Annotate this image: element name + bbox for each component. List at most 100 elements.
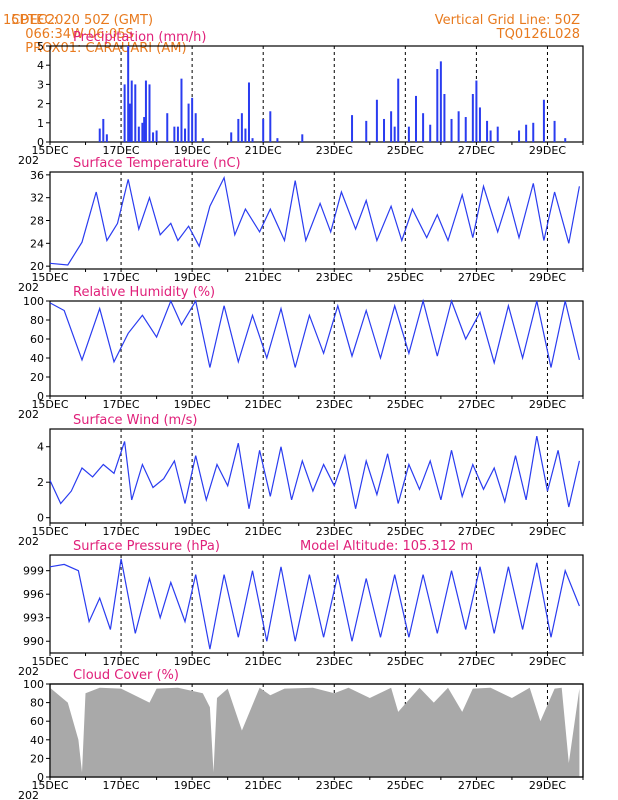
- x-year-label: 202: [18, 789, 39, 800]
- x-tick-label: 25DEC: [387, 398, 424, 411]
- precip-bar: [375, 99, 378, 142]
- precip-bar: [251, 138, 254, 142]
- x-tick-label: 19DEC: [174, 525, 211, 538]
- y-tick-label: 60: [30, 333, 44, 346]
- precip-bar: [414, 95, 417, 142]
- x-tick-label: 15DEC: [31, 779, 68, 792]
- panel-1: [46, 45, 584, 145]
- panel-frame: [49, 300, 584, 397]
- precip-bar: [230, 132, 233, 142]
- precip-bar: [518, 130, 521, 142]
- precip-bar: [191, 97, 194, 142]
- precip-bar: [247, 82, 250, 142]
- precip-bar: [532, 122, 535, 142]
- x-tick-label: 21DEC: [245, 144, 282, 157]
- series-line: [49, 175, 580, 266]
- panel-4: [46, 428, 584, 526]
- precip-bar: [489, 130, 492, 142]
- precip-bar: [457, 111, 460, 142]
- precip-bar: [439, 61, 442, 142]
- precip-bar: [478, 107, 481, 142]
- x-tick-label: 17DEC: [103, 525, 140, 538]
- precip-bar: [143, 117, 146, 142]
- panel-6: [46, 683, 584, 780]
- x-tick-label: 21DEC: [245, 525, 282, 538]
- precip-bar: [365, 120, 368, 142]
- y-tick-label: 60: [30, 715, 44, 728]
- precip-bar: [436, 69, 439, 142]
- y-tick-label: 100: [23, 678, 44, 691]
- x-tick-label: 27DEC: [458, 271, 495, 284]
- x-tick-label: 23DEC: [316, 655, 353, 668]
- precip-bar: [237, 118, 240, 142]
- precip-bar: [429, 124, 432, 142]
- y-tick-label: 80: [30, 697, 44, 710]
- y-tick-label: 1: [37, 117, 44, 130]
- precip-bar: [173, 126, 176, 142]
- y-tick-label: 5: [37, 40, 44, 53]
- precip-bar: [180, 78, 183, 142]
- y-tick-label: 996: [23, 588, 44, 601]
- y-tick-label: 32: [30, 192, 44, 205]
- panel-2: [46, 171, 584, 272]
- precip-bar: [269, 111, 272, 142]
- x-tick-label: 23DEC: [316, 398, 353, 411]
- y-tick-label: 0: [37, 512, 44, 525]
- x-tick-label: 17DEC: [103, 271, 140, 284]
- y-tick-label: 20: [30, 752, 44, 765]
- x-tick-label: 17DEC: [103, 779, 140, 792]
- y-tick-label: 2: [37, 98, 44, 111]
- precip-bar: [383, 118, 386, 142]
- precip-bar: [105, 134, 108, 142]
- panel-title: Surface Temperature (nC): [73, 156, 241, 171]
- x-tick-label: 19DEC: [174, 655, 211, 668]
- precip-bar: [486, 120, 489, 142]
- x-tick-label: 29DEC: [529, 398, 566, 411]
- precip-bar: [98, 128, 101, 142]
- precip-bar: [525, 124, 528, 142]
- y-tick-label: 999: [23, 565, 44, 578]
- y-tick-label: 80: [30, 314, 44, 327]
- y-tick-label: 28: [30, 215, 44, 228]
- precip-bar: [137, 126, 140, 142]
- precip-bar: [194, 113, 197, 142]
- precip-bar: [471, 94, 474, 142]
- precip-bar: [407, 126, 410, 142]
- x-tick-label: 15DEC: [31, 655, 68, 668]
- x-tick-label: 23DEC: [316, 144, 353, 157]
- panel-frame: [49, 428, 584, 524]
- precip-bar: [301, 134, 304, 142]
- x-tick-label: 15DEC: [31, 144, 68, 157]
- x-tick-label: 29DEC: [529, 779, 566, 792]
- x-tick-label: 19DEC: [174, 779, 211, 792]
- precip-bar: [397, 78, 400, 142]
- header-init-time: 15DEC2020 50Z (GMT): [3, 13, 154, 28]
- precip-bar: [176, 126, 179, 142]
- x-tick-label: 25DEC: [387, 271, 424, 284]
- x-tick-label: 25DEC: [387, 779, 424, 792]
- x-tick-label: 15DEC: [31, 525, 68, 538]
- precip-bar: [542, 99, 545, 142]
- x-year-label: 202: [18, 154, 39, 167]
- y-tick-label: 24: [30, 237, 44, 250]
- x-tick-label: 21DEC: [245, 779, 282, 792]
- precip-bar: [127, 46, 130, 142]
- precip-bar: [130, 80, 133, 142]
- x-year-label: 202: [18, 535, 39, 548]
- x-tick-label: 23DEC: [316, 271, 353, 284]
- x-tick-label: 15DEC: [31, 271, 68, 284]
- header-left-line1: CPTEC: 066:34W-06:05S PROX01: CARAUARI (…: [3, 0, 186, 56]
- panel-title: Relative Humidity (%): [73, 285, 215, 300]
- precip-bar: [141, 122, 144, 142]
- y-tick-label: 990: [23, 635, 44, 648]
- x-tick-label: 27DEC: [458, 779, 495, 792]
- x-tick-label: 17DEC: [103, 398, 140, 411]
- precip-bar: [240, 113, 243, 142]
- y-tick-label: 0: [37, 771, 44, 784]
- precip-bar: [390, 111, 393, 142]
- panel-frame-top: [49, 683, 584, 778]
- precip-bar: [184, 128, 187, 142]
- precip-bar: [475, 80, 478, 142]
- x-tick-label: 29DEC: [529, 655, 566, 668]
- precip-bar: [166, 113, 169, 142]
